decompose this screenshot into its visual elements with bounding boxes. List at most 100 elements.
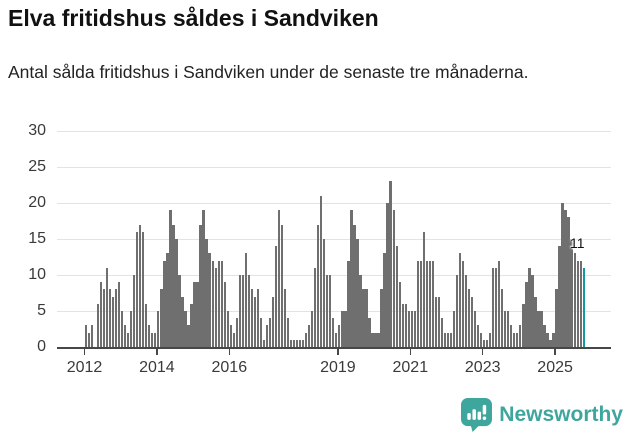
bar	[522, 303, 525, 347]
bar	[265, 325, 269, 347]
bar	[455, 275, 459, 347]
bar	[283, 289, 287, 347]
bar	[528, 267, 531, 347]
bar	[302, 339, 305, 347]
bar	[268, 318, 272, 347]
bar	[244, 253, 247, 347]
bar	[413, 311, 416, 347]
bar	[371, 332, 374, 347]
bar	[102, 289, 106, 347]
bar	[154, 332, 157, 347]
bar	[380, 289, 383, 347]
page-title: Elva fritidshus såldes i Sandviken	[8, 5, 379, 31]
bar	[238, 275, 241, 347]
bar	[271, 296, 275, 347]
bar	[184, 311, 187, 347]
bar	[374, 332, 377, 347]
bar	[422, 231, 425, 347]
bar	[181, 296, 184, 347]
bar	[479, 332, 483, 347]
x-axis-tick-2021	[409, 349, 412, 355]
bar	[226, 311, 229, 347]
x-axis-label-2016: 2016	[211, 359, 248, 376]
bar	[280, 224, 284, 347]
bar	[326, 275, 329, 347]
x-axis-label-2012: 2012	[66, 359, 103, 376]
y-axis-label-10: 10	[28, 266, 46, 283]
bar	[567, 217, 570, 347]
bar	[139, 224, 142, 347]
bar	[317, 224, 320, 347]
bar	[338, 325, 341, 347]
bar	[241, 275, 244, 347]
y-axis-label-25: 25	[28, 158, 46, 175]
bar	[398, 282, 401, 347]
y-axis-label-30: 30	[28, 122, 46, 139]
bar	[99, 282, 103, 347]
bar	[431, 260, 434, 347]
bar	[419, 260, 422, 347]
bar	[178, 275, 181, 347]
bar	[537, 311, 540, 347]
bar	[428, 260, 431, 347]
bar	[286, 318, 290, 347]
bar	[220, 260, 223, 347]
bar	[308, 325, 311, 347]
bar	[510, 325, 513, 347]
bar	[461, 260, 465, 347]
bar	[247, 275, 250, 347]
bar	[504, 311, 507, 347]
bar	[344, 311, 347, 347]
bar	[305, 332, 308, 347]
bar	[329, 275, 332, 347]
bar	[558, 246, 561, 347]
bar	[84, 325, 88, 347]
x-axis-tick-2014	[156, 349, 158, 355]
bar	[190, 303, 193, 347]
bar	[458, 253, 462, 347]
bar	[127, 332, 130, 347]
bar	[175, 239, 178, 347]
bar	[121, 311, 124, 347]
bar	[486, 339, 489, 347]
bar	[90, 325, 94, 347]
bar	[214, 267, 217, 347]
bar	[386, 203, 389, 347]
bar	[452, 311, 456, 347]
bar	[232, 332, 235, 347]
bar	[199, 224, 202, 347]
gridline-5	[57, 310, 611, 312]
bar	[298, 339, 302, 347]
brand-footer: Newsworthy	[461, 398, 623, 432]
bar	[262, 339, 266, 347]
bar	[467, 289, 471, 347]
bar	[250, 289, 253, 347]
brand-name: Newsworthy	[499, 403, 623, 426]
x-axis-label-2021: 2021	[392, 359, 429, 376]
bar	[169, 210, 172, 347]
bar	[108, 289, 112, 347]
bar	[166, 253, 169, 347]
bar	[347, 260, 350, 347]
bar	[464, 275, 468, 347]
bar	[516, 332, 519, 347]
x-axis-label-2025: 2025	[537, 359, 573, 376]
bar	[356, 239, 359, 347]
bar	[117, 282, 121, 347]
bar	[229, 325, 232, 347]
bar	[416, 260, 419, 347]
bar	[489, 332, 492, 347]
bar	[202, 210, 205, 347]
bar	[157, 311, 160, 347]
bar	[470, 296, 474, 347]
bar	[395, 246, 398, 347]
bar	[208, 253, 211, 347]
bar	[440, 318, 444, 347]
bar	[256, 289, 260, 347]
bar	[136, 231, 139, 347]
newsworthy-logo-icon	[461, 398, 493, 432]
bar	[401, 303, 404, 347]
x-axis-tick-2025	[554, 349, 556, 355]
bar	[404, 303, 407, 347]
bar	[142, 231, 145, 347]
